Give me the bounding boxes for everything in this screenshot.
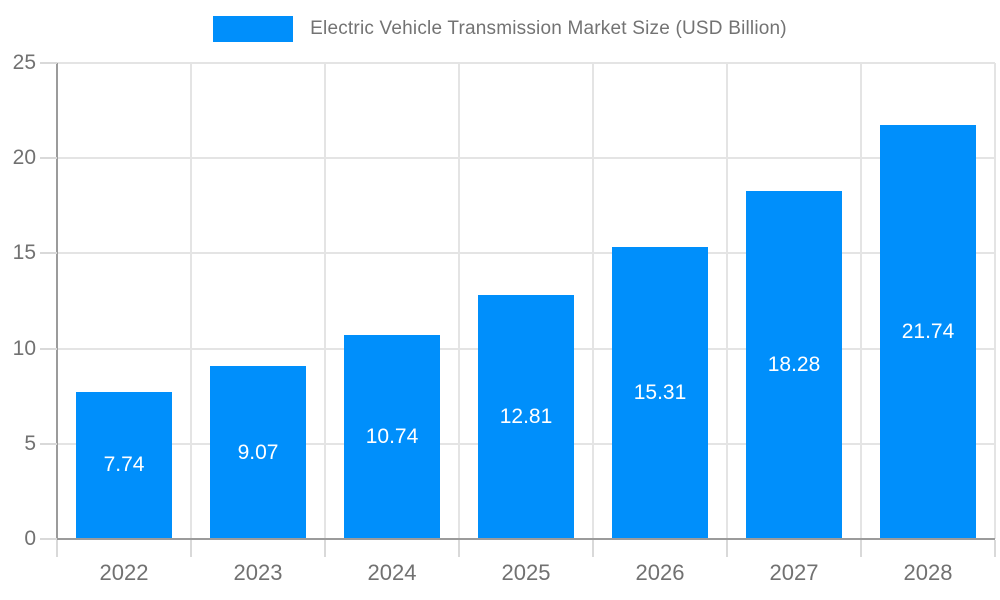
gridline-v-7 <box>994 63 996 539</box>
plot-area: 7.74 9.07 10.74 12.81 15.31 18.28 21.74 <box>57 62 996 539</box>
x-tick-1 <box>190 540 192 557</box>
bar-value-label-2028: 21.74 <box>901 320 955 344</box>
bar-2026[interactable] <box>612 247 708 539</box>
y-axis-line <box>56 63 58 557</box>
y-tick-0 <box>40 538 57 540</box>
y-tick-label-10: 10 <box>12 336 36 360</box>
x-axis-line <box>57 538 995 540</box>
bar-value-label-2024: 10.74 <box>365 424 419 448</box>
y-tick-20 <box>40 157 57 160</box>
x-tick-label-2028: 2028 <box>903 560 953 585</box>
y-tick-25 <box>40 62 57 64</box>
bar-2023[interactable] <box>210 366 306 539</box>
bar-value-label-2027: 18.28 <box>767 352 821 376</box>
bar-2022[interactable] <box>76 391 172 539</box>
y-tick-label-20: 20 <box>12 146 36 170</box>
legend-swatch <box>213 16 294 42</box>
x-tick-label-2027: 2027 <box>769 560 819 585</box>
bar-2024[interactable] <box>344 334 440 539</box>
y-tick-10 <box>40 347 57 350</box>
x-tick-3 <box>458 540 460 557</box>
bar-2028[interactable] <box>880 125 976 539</box>
y-tick-label-0: 0 <box>24 527 36 550</box>
gridline-h-15 <box>57 252 995 255</box>
x-tick-7 <box>994 540 996 557</box>
x-tick-label-2026: 2026 <box>635 560 685 585</box>
x-tick-5 <box>726 540 728 557</box>
bar-value-label-2026: 15.31 <box>633 381 687 405</box>
x-tick-label-2022: 2022 <box>99 560 149 585</box>
x-tick-label-2024: 2024 <box>367 560 417 585</box>
gridline-h-25 <box>57 62 995 64</box>
y-tick-label-5: 5 <box>24 431 36 455</box>
x-tick-0 <box>56 540 58 557</box>
bar-value-label-2022: 7.74 <box>103 453 145 477</box>
legend-label: Electric Vehicle Transmission Market Siz… <box>310 18 787 39</box>
legend[interactable]: Electric Vehicle Transmission Market Siz… <box>0 16 1000 42</box>
x-tick-2 <box>324 540 326 557</box>
gridline-v-6 <box>860 63 862 539</box>
y-tick-5 <box>40 442 57 445</box>
gridline-v-5 <box>726 63 728 539</box>
gridline-v-4 <box>592 63 594 539</box>
gridline-v-1 <box>190 63 192 539</box>
y-tick-label-15: 15 <box>12 241 36 265</box>
y-tick-label-25: 25 <box>12 51 36 74</box>
x-tick-4 <box>592 540 594 557</box>
bar-2025[interactable] <box>478 295 574 539</box>
gridline-h-20 <box>57 157 995 160</box>
gridline-v-2 <box>324 63 326 539</box>
x-tick-label-2025: 2025 <box>501 560 551 585</box>
x-tick-label-2023: 2023 <box>233 560 283 585</box>
gridline-v-3 <box>458 63 460 539</box>
bar-value-label-2023: 9.07 <box>237 440 279 464</box>
y-tick-15 <box>40 252 57 255</box>
bar-value-label-2025: 12.81 <box>499 405 553 429</box>
x-tick-6 <box>860 540 862 557</box>
bar-2027[interactable] <box>746 190 842 539</box>
